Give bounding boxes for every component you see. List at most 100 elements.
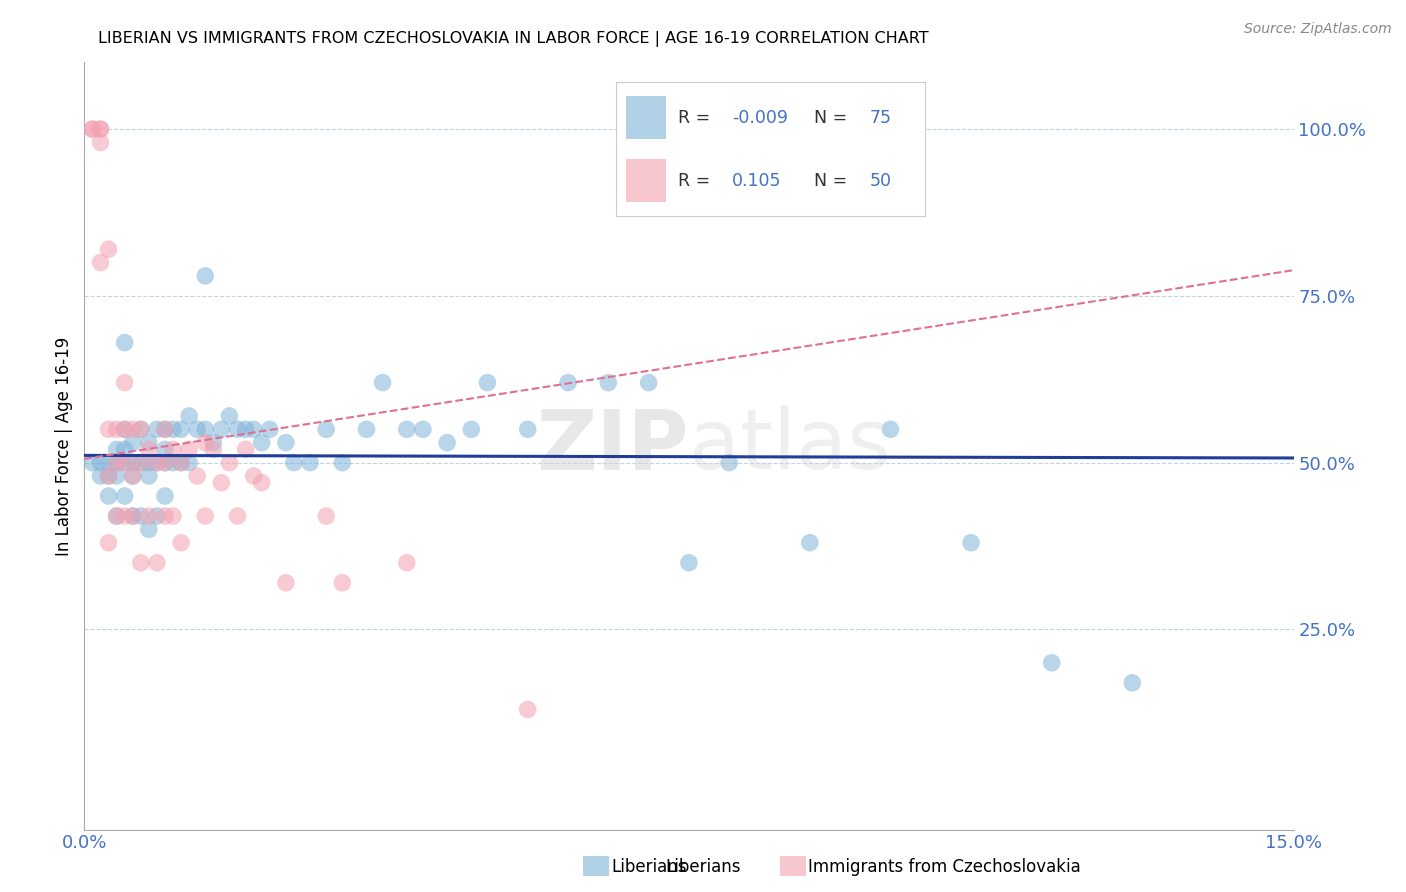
Point — [82, 456, 104, 470]
Point — [114, 422, 136, 436]
Point — [395, 422, 418, 436]
Text: Liberians: Liberians — [612, 858, 688, 876]
Point — [138, 456, 160, 470]
Point — [129, 456, 152, 470]
Point — [194, 422, 217, 436]
Point — [114, 509, 136, 524]
Point — [250, 435, 273, 450]
Point — [105, 509, 128, 524]
Point — [235, 422, 257, 436]
Point — [395, 556, 418, 570]
Point — [138, 469, 160, 483]
Point — [82, 122, 104, 136]
Point — [194, 268, 217, 283]
Point — [129, 509, 152, 524]
Point — [121, 456, 143, 470]
Point — [960, 535, 983, 549]
Point — [129, 422, 152, 436]
Point — [162, 509, 184, 524]
Point — [477, 376, 499, 390]
Point — [153, 422, 176, 436]
Point — [138, 509, 160, 524]
Point — [153, 509, 176, 524]
Point — [186, 469, 208, 483]
Point — [97, 422, 120, 436]
Point — [162, 422, 184, 436]
Point — [202, 435, 225, 450]
Point — [105, 422, 128, 436]
Point — [97, 489, 120, 503]
Point — [105, 456, 128, 470]
Point — [218, 409, 240, 423]
Point — [226, 509, 249, 524]
Point — [250, 475, 273, 490]
Text: Liberians: Liberians — [665, 858, 741, 876]
Point — [114, 335, 136, 350]
Point — [97, 242, 120, 256]
Point — [516, 422, 538, 436]
Point — [89, 469, 111, 483]
Point — [153, 422, 176, 436]
Point — [138, 435, 160, 450]
Point — [194, 509, 217, 524]
Point — [89, 136, 111, 150]
Point — [242, 422, 264, 436]
Point — [557, 376, 579, 390]
Point — [170, 456, 193, 470]
Point — [371, 376, 394, 390]
Text: Immigrants from Czechoslovakia: Immigrants from Czechoslovakia — [808, 858, 1081, 876]
Point — [412, 422, 434, 436]
Point — [129, 556, 152, 570]
Point — [186, 422, 208, 436]
Point — [218, 456, 240, 470]
Point — [138, 522, 160, 536]
Point — [315, 509, 337, 524]
Point — [146, 556, 169, 570]
Point — [146, 509, 169, 524]
Text: Source: ZipAtlas.com: Source: ZipAtlas.com — [1244, 22, 1392, 37]
Point — [598, 376, 620, 390]
Point — [114, 489, 136, 503]
Point — [89, 122, 111, 136]
Point — [153, 442, 176, 457]
Text: atlas: atlas — [689, 406, 890, 486]
Y-axis label: In Labor Force | Age 16-19: In Labor Force | Age 16-19 — [55, 336, 73, 556]
Point — [678, 556, 700, 570]
Point — [129, 456, 152, 470]
Point — [114, 456, 136, 470]
Point — [89, 122, 111, 136]
Point — [315, 422, 337, 436]
Point — [82, 122, 104, 136]
Point — [121, 435, 143, 450]
Point — [97, 456, 120, 470]
Point — [179, 442, 201, 457]
Point — [209, 422, 232, 436]
Point — [1040, 656, 1063, 670]
Point — [153, 456, 176, 470]
Point — [114, 376, 136, 390]
Point — [105, 442, 128, 457]
Point — [718, 456, 741, 470]
Point — [114, 456, 136, 470]
Point — [97, 535, 120, 549]
Point — [162, 456, 184, 470]
Point — [153, 489, 176, 503]
Point — [105, 509, 128, 524]
Point — [114, 442, 136, 457]
Point — [202, 442, 225, 457]
Point — [179, 409, 201, 423]
Point — [114, 422, 136, 436]
Point — [209, 475, 232, 490]
Point — [235, 442, 257, 457]
Point — [121, 422, 143, 436]
Point — [1121, 675, 1143, 690]
Point — [121, 469, 143, 483]
Point — [299, 456, 322, 470]
Point — [799, 535, 821, 549]
Point — [89, 456, 111, 470]
Point — [138, 442, 160, 457]
Point — [105, 469, 128, 483]
Text: LIBERIAN VS IMMIGRANTS FROM CZECHOSLOVAKIA IN LABOR FORCE | AGE 16-19 CORRELATIO: LIBERIAN VS IMMIGRANTS FROM CZECHOSLOVAK… — [98, 31, 929, 47]
Point — [121, 509, 143, 524]
Point — [105, 456, 128, 470]
